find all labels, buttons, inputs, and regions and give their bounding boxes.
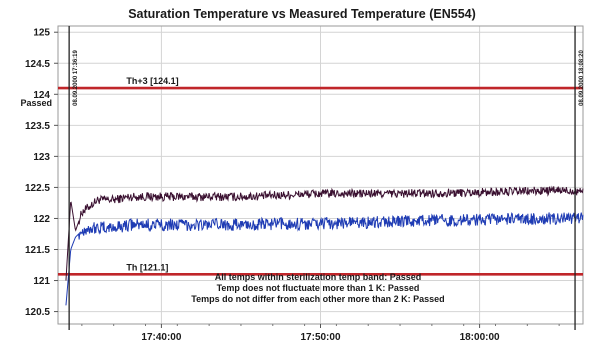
time-marker-label: 08.09.2000 18:08:20 — [579, 49, 585, 105]
y-tick-label: 125 — [33, 28, 50, 39]
y-tick-label: 121 — [33, 276, 50, 287]
annotation-difference: Temps do not differ from each other more… — [191, 294, 444, 304]
time-marker-label: 08.09.2000 17:36:19 — [73, 49, 79, 105]
y-tick-label: 123 — [33, 152, 50, 163]
reference-line-label: Th+3 [124.1] — [126, 76, 178, 86]
x-tick-label: 18:00:00 — [460, 332, 500, 343]
y-tick-label: 123.5 — [25, 121, 50, 132]
y-tick-label: 122 — [33, 214, 50, 225]
x-tick-label: 17:40:00 — [141, 332, 181, 343]
chart-title: Saturation Temperature vs Measured Tempe… — [128, 7, 476, 21]
series-line — [65, 185, 584, 281]
passed-annotation: Passed — [20, 98, 52, 108]
annotation-temp-band: All temps within sterilization temp band… — [215, 272, 422, 282]
reference-line-label: Th [121.1] — [126, 262, 168, 272]
y-tick-label: 120.5 — [25, 307, 50, 318]
time-markers: 08.09.2000 17:36:19 08.09.2000 18:08:20 — [68, 26, 585, 330]
series-group — [65, 185, 584, 306]
reference-lines: Th+3 [124.1] Th [121.1] — [58, 76, 583, 276]
x-tick-label: 17:50:00 — [300, 332, 340, 343]
y-tick-label: 124.5 — [25, 59, 50, 70]
y-tick-label: 121.5 — [25, 245, 50, 256]
y-tick-label: 122.5 — [25, 183, 50, 194]
x-axis-ticks: 17:40:00 17:50:00 18:00:00 — [81, 324, 560, 343]
series-line — [65, 211, 584, 306]
y-axis-ticks: 125 124.5 124 123.5 123 122.5 122 121.5 121 120.5 — [25, 28, 58, 318]
y-tick-label: 124 — [33, 90, 50, 101]
annotation-fluctuation: Temp does not fluctuate more than 1 K: P… — [217, 283, 420, 293]
